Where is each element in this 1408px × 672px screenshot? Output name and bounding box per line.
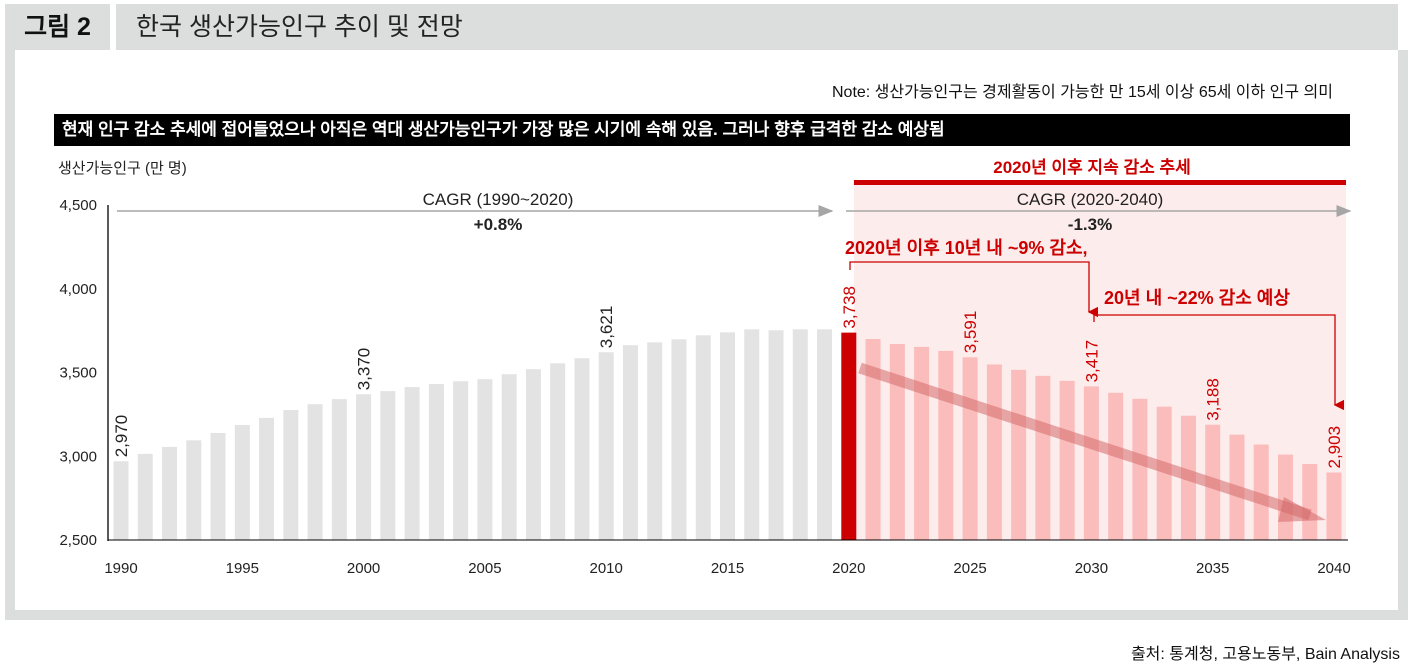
data-label-2030: 3,417 (1082, 340, 1101, 383)
bar-2014 (695, 335, 711, 540)
bar-2023 (914, 346, 930, 540)
x-tick-label: 2035 (1196, 560, 1229, 577)
bar-2027 (1011, 369, 1027, 540)
x-tick-label: 1990 (104, 560, 137, 577)
bar-2013 (671, 339, 687, 540)
bar-2008 (550, 363, 566, 540)
x-tick-label: 2015 (711, 560, 744, 577)
bar-2039 (1302, 463, 1318, 540)
bar-2012 (647, 342, 663, 540)
callout-10yr-bracket (849, 261, 1099, 318)
bar-2024 (938, 350, 954, 540)
bar-1998 (307, 404, 323, 540)
bar-2015 (720, 332, 735, 540)
bar-1994 (210, 432, 226, 540)
bar-1999 (331, 399, 347, 540)
trend-arrow-head (1278, 497, 1326, 522)
bar-2017 (768, 330, 784, 540)
bar-1990 (113, 461, 129, 540)
forecast-top-rule (853, 180, 1346, 185)
bar-2040 (1326, 472, 1342, 540)
bar-2020 (841, 332, 857, 540)
cagr1-label: CAGR (1990~2020) (423, 190, 574, 209)
bar-2001 (380, 391, 396, 540)
bar-1995 (234, 424, 250, 540)
figure-title: 한국 생산가능인구 추이 및 전망 (116, 4, 1398, 50)
bar-2018 (792, 329, 808, 540)
callout-10yr: 2020년 이후 10년 내 ~9% 감소, (845, 238, 1088, 258)
bar-2000 (356, 394, 372, 540)
bar-2038 (1277, 454, 1293, 540)
y-tick-label: 4,000 (59, 281, 97, 298)
bar-1996 (259, 417, 275, 540)
cagr2-label: CAGR (2020-2040) (1017, 190, 1163, 209)
cagr2-value: -1.3% (1068, 215, 1112, 234)
x-tick-label: 2010 (590, 560, 623, 577)
bar-1997 (283, 410, 299, 540)
x-tick-label: 2000 (347, 560, 380, 577)
bar-1991 (137, 453, 153, 540)
bar-2009 (574, 358, 590, 540)
data-label-2025: 3,591 (961, 311, 980, 354)
bar-2033 (1156, 406, 1172, 540)
note: Note: 생산가능인구는 경제활동이 가능한 만 15세 이상 65세 이하 … (831, 84, 1333, 101)
figure-label: 그림 2 (5, 4, 110, 50)
x-tick-label: 2030 (1075, 560, 1108, 577)
x-tick-label: 2025 (953, 560, 986, 577)
y-tick-label: 2,500 (59, 532, 97, 549)
trend-arrow-shaft (858, 362, 1312, 521)
bar-2004 (453, 381, 469, 540)
bar-2028 (1035, 375, 1051, 540)
bar-2003 (428, 384, 444, 540)
callout-20yr: 20년 내 ~22% 감소 예상 (1104, 288, 1290, 308)
x-tick-label: 2020 (832, 560, 865, 577)
callout-20yr-bracket (1093, 314, 1345, 411)
period-title: 2020년 이후 지속 감소 추세 (993, 157, 1190, 177)
bar-2006 (501, 374, 517, 540)
bar-2011 (622, 345, 638, 540)
bar-1992 (162, 446, 178, 540)
y-tick-label: 3,000 (59, 448, 97, 465)
bar-2030 (1083, 386, 1099, 540)
bar-2026 (986, 364, 1002, 540)
bar-2022 (889, 344, 905, 540)
bar-2016 (744, 329, 760, 540)
bar-2031 (1108, 392, 1124, 540)
y-tick-label: 3,500 (59, 365, 97, 382)
bar-2029 (1059, 380, 1075, 540)
bar-1993 (186, 440, 202, 540)
data-label-2000: 3,370 (355, 348, 374, 391)
data-label-2020: 3,738 (840, 286, 859, 329)
x-tick-label: 1995 (226, 560, 259, 577)
cagr1-value: +0.8% (474, 215, 523, 234)
bar-2021 (865, 339, 881, 540)
headline-banner: 현재 인구 감소 추세에 접어들었으나 아직은 역대 생산가능인구가 가장 많은… (54, 114, 1350, 146)
data-label-1990: 2,970 (112, 415, 131, 458)
data-label-2040: 2,903 (1325, 426, 1344, 469)
source: 출처: 통계청, 고용노동부, Bain Analysis (1130, 646, 1400, 663)
bar-2007 (525, 369, 541, 540)
x-tick-label: 2005 (468, 560, 501, 577)
bar-2010 (598, 352, 614, 540)
bar-2037 (1253, 444, 1269, 540)
data-label-2010: 3,621 (597, 306, 616, 349)
bar-2002 (404, 387, 420, 540)
y-tick-label: 4,500 (59, 197, 97, 214)
data-label-2035: 3,188 (1204, 378, 1223, 421)
y-axis-label: 생산가능인구 (만 명) (58, 160, 187, 177)
bar-2005 (477, 379, 493, 540)
x-tick-label: 2040 (1317, 560, 1350, 577)
bar-2025 (962, 357, 978, 540)
bar-2032 (1132, 398, 1148, 540)
bar-2019 (817, 329, 833, 540)
